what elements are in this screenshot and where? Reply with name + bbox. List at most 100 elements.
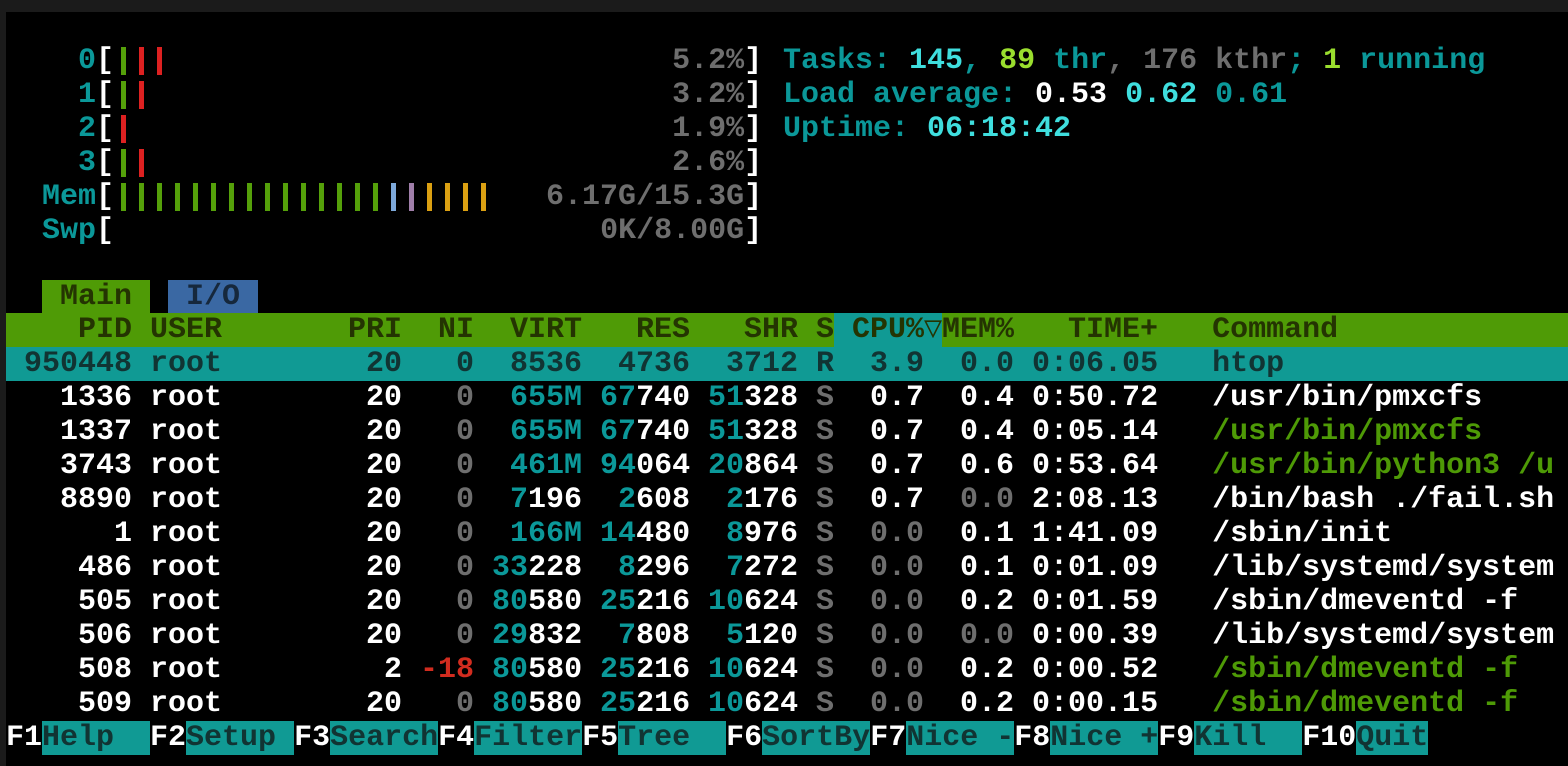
header-cell-s[interactable]: S	[816, 313, 835, 347]
fnbar-label: Search	[330, 721, 439, 755]
cell-s: S	[816, 517, 834, 551]
header-cell-g	[834, 313, 853, 347]
meter-bar-area: 3.2%	[114, 78, 744, 112]
fnbar-item-f5[interactable]: F5 Tree	[582, 721, 727, 755]
meter-bar	[390, 183, 396, 211]
header-cell-pri[interactable]: PRI	[348, 313, 403, 347]
fnbar-item-f4[interactable]: F4 Filter	[438, 721, 583, 755]
cell-ni: 0	[420, 619, 474, 653]
meter-bar	[120, 183, 126, 211]
header-cell-time[interactable]: TIME+	[1068, 313, 1159, 347]
cell-b	[402, 449, 420, 483]
header-cell-pid[interactable]: PID	[78, 313, 133, 347]
header-cell-res[interactable]: RES	[636, 313, 691, 347]
meter-open-bracket: [	[96, 112, 115, 146]
process-row[interactable]: 486 root 20 0 33228 8296 7272 S 0.0 0.1 0…	[6, 551, 1568, 585]
fnbar-item-f1[interactable]: F1 Help	[6, 721, 151, 755]
header-cell-cpu[interactable]: CPU%	[852, 313, 925, 347]
header-cell-arrow[interactable]: ▽	[924, 313, 943, 347]
fnbar-item-f7[interactable]: F7 Nice -	[870, 721, 1015, 755]
fnbar-item-f6[interactable]: F6 SortBy	[726, 721, 871, 755]
text-segment: 216	[636, 653, 691, 687]
header-cell-shr[interactable]: SHR	[744, 313, 799, 347]
cell-arrow	[924, 585, 942, 619]
cell-g	[834, 585, 852, 619]
process-table: PID USER PRI NI VIRT RES SHR S CPU% ▽ MEM% …	[6, 313, 1568, 721]
process-row-selected[interactable]: 950448 root 20 0 8536 4736 3712 R 3.9 0.0…	[6, 347, 1568, 381]
cell-h	[1014, 415, 1032, 449]
cell-mem: 0.6	[942, 449, 1014, 483]
process-row[interactable]: 506 root 20 0 29832 7808 5120 S 0.0 0.0 0…	[6, 619, 1568, 653]
meter-value: 0K/8.00G	[600, 214, 745, 248]
cell-d	[582, 687, 600, 721]
fnbar-item-f10[interactable]: F10 Quit	[1302, 721, 1429, 755]
cell-i	[1158, 347, 1212, 381]
cell-ni: 0	[420, 449, 474, 483]
cell-e	[690, 483, 708, 517]
text-segment: 0.7	[870, 449, 925, 483]
cell-pri: 20	[348, 551, 402, 585]
meter-close-bracket: ]	[744, 214, 763, 248]
meter-bar-tick	[150, 180, 168, 214]
header-cell-mem[interactable]: MEM%	[942, 313, 1015, 347]
cell-user: root	[150, 551, 348, 585]
text-segment: root	[150, 619, 223, 653]
fnbar-item-f9[interactable]: F9 Kill	[1158, 721, 1303, 755]
text-segment: 0:00.39	[1032, 619, 1159, 653]
meter-bar-tick	[348, 180, 366, 214]
fnbar-key: F3	[294, 721, 331, 755]
cell-mem: 0.0	[942, 483, 1014, 517]
meter-bar-tick	[456, 180, 474, 214]
process-row[interactable]: 1 root 20 0 166M 14480 8976 S 0.0 0.1 1:4…	[6, 517, 1568, 551]
fnbar-label: Filter	[474, 721, 583, 755]
cell-h	[1014, 619, 1032, 653]
cell-i	[1158, 687, 1212, 721]
fnbar-key: F8	[1014, 721, 1051, 755]
header-cell-ni[interactable]: NI	[438, 313, 475, 347]
text-segment: 0.2	[960, 687, 1015, 721]
meter-bar-area: 0K/8.00G	[114, 214, 744, 248]
text-segment: 0.1	[960, 517, 1015, 551]
fnbar-item-f8[interactable]: F8 Nice +	[1014, 721, 1159, 755]
text-segment: /lib/systemd/system	[1212, 619, 1555, 653]
process-row[interactable]: 505 root 20 0 80580 25216 10624 S 0.0 0.2…	[6, 585, 1568, 619]
fnbar-label: Nice -	[906, 721, 1015, 755]
text-segment: ;	[1287, 44, 1324, 78]
cell-shr: 10624	[708, 687, 798, 721]
process-row[interactable]: 8890 root 20 0 7196 2608 2176 S 0.7 0.0 2…	[6, 483, 1568, 517]
cell-res: 8296	[600, 551, 690, 585]
process-row[interactable]: 509 root 20 0 80580 25216 10624 S 0.0 0.2…	[6, 687, 1568, 721]
process-row[interactable]: 1336 root 20 0 655M 67740 51328 S 0.7 0.4…	[6, 381, 1568, 415]
cell-res: 67740	[600, 381, 690, 415]
cell-b	[402, 483, 420, 517]
meter-label: 3	[77, 146, 96, 180]
cell-g	[834, 517, 852, 551]
meter-bar	[264, 183, 270, 211]
text-segment: 8	[618, 551, 637, 585]
cell-user: root	[150, 483, 348, 517]
tab-main[interactable]: Main	[42, 280, 151, 314]
system-info-panel: Tasks: 145, 89 thr, 176 kthr; 1 running L…	[783, 44, 1485, 146]
text-segment: 0	[456, 585, 475, 619]
meter-bar-tick	[474, 180, 492, 214]
header-cell-d	[582, 313, 600, 347]
cell-i	[1158, 483, 1212, 517]
tab-i-o[interactable]: I/O	[168, 280, 259, 314]
text-segment: /sbin/dmeventd -f	[1212, 653, 1519, 687]
cell-res: 2608	[600, 483, 690, 517]
text-segment: thr	[1035, 44, 1108, 78]
cell-b	[402, 619, 420, 653]
header-cell-virt[interactable]: VIRT	[510, 313, 583, 347]
process-row[interactable]: 508 root 2 -18 80580 25216 10624 S 0.0 0.…	[6, 653, 1568, 687]
text-segment: 5	[726, 619, 745, 653]
text-segment: 120	[744, 619, 799, 653]
process-row[interactable]: 3743 root 20 0 461M 94064 20864 S 0.7 0.6…	[6, 449, 1568, 483]
cell-g	[834, 653, 852, 687]
header-cell-cmd[interactable]: Command	[1212, 313, 1339, 347]
cell-s: R	[816, 347, 834, 381]
header-cell-user[interactable]: USER	[150, 313, 223, 347]
cell-mem: 0.2	[942, 653, 1014, 687]
fnbar-item-f3[interactable]: F3 Search	[294, 721, 439, 755]
fnbar-item-f2[interactable]: F2 Setup	[150, 721, 295, 755]
process-row[interactable]: 1337 root 20 0 655M 67740 51328 S 0.7 0.4…	[6, 415, 1568, 449]
